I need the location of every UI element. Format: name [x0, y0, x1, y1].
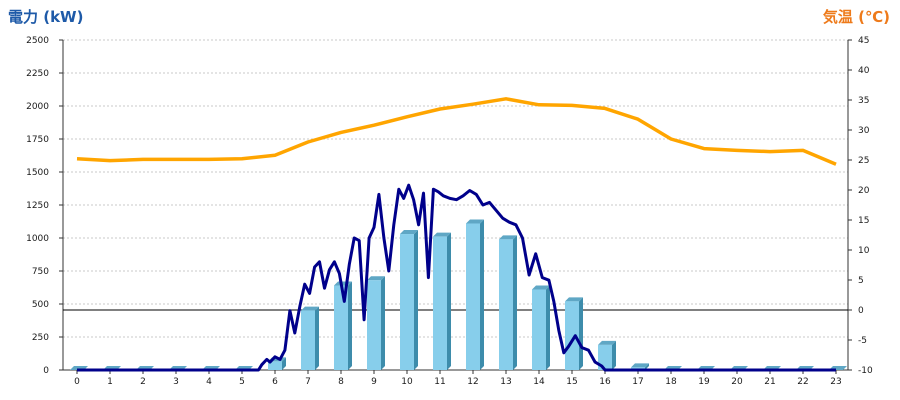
- x-tick-label: 8: [338, 377, 344, 387]
- bar-side: [315, 306, 319, 370]
- x-tick-label: 16: [599, 377, 611, 387]
- bar-side: [645, 363, 649, 370]
- y-left-tick-label: 500: [32, 300, 49, 310]
- x-tick-label: 13: [500, 377, 511, 387]
- y-right-tick-label: 45: [858, 36, 869, 46]
- x-tick-label: 23: [830, 377, 841, 387]
- bar: [367, 276, 385, 370]
- y-left-tick-label: 750: [32, 267, 49, 277]
- x-tick-label: 6: [272, 377, 278, 387]
- bar: [499, 235, 517, 370]
- bar-front: [466, 223, 480, 370]
- y-left-tick-label: 2250: [26, 69, 49, 79]
- bar-front: [532, 289, 546, 370]
- y-right-tick-label: 35: [858, 96, 869, 106]
- bar-side: [414, 230, 418, 370]
- y-right-tick-label: 25: [858, 156, 869, 166]
- y-right-tick-label: 5: [858, 276, 864, 286]
- bar-front: [499, 239, 513, 370]
- y-right-tick-label: 40: [858, 66, 870, 76]
- bar-top: [466, 219, 484, 224]
- bar: [301, 306, 319, 370]
- temperature-line: [76, 97, 837, 166]
- bar-side: [348, 281, 352, 370]
- y-right-tick-label: 10: [858, 246, 870, 256]
- bar-side: [546, 285, 550, 370]
- x-tick-label: 10: [401, 377, 413, 387]
- x-tick-label: 3: [173, 377, 179, 387]
- bar-front: [367, 280, 381, 370]
- bar-front: [565, 301, 579, 370]
- bar-side: [579, 297, 583, 370]
- bar-front: [268, 361, 282, 370]
- bar: [400, 230, 418, 370]
- bar: [466, 219, 484, 370]
- bar-top: [532, 285, 550, 290]
- bar: [565, 297, 583, 370]
- x-tick-label: 19: [698, 377, 710, 387]
- y-right-tick-label: -5: [858, 336, 867, 346]
- bar-top: [367, 276, 385, 281]
- x-tick-label: 15: [566, 377, 577, 387]
- x-tick-label: 7: [305, 377, 311, 387]
- x-tick-label: 4: [206, 377, 212, 387]
- bar-front: [433, 236, 447, 370]
- bar-top: [499, 235, 517, 240]
- bar-front: [400, 234, 414, 370]
- bar-side: [612, 340, 616, 370]
- left-axis-title: 電力 (kW): [8, 8, 84, 26]
- bar-side: [282, 357, 286, 370]
- bar: [334, 281, 352, 370]
- bar: [433, 232, 451, 370]
- bar-series: [70, 219, 847, 370]
- x-tick-label: 18: [665, 377, 677, 387]
- y-right-tick-label: 20: [858, 186, 870, 196]
- bar-top: [598, 340, 616, 345]
- y-left-tick-label: 1000: [26, 234, 49, 244]
- y-right-tick-label: 0: [858, 306, 864, 316]
- bar-top: [631, 363, 649, 368]
- x-tick-label: 1: [107, 377, 113, 387]
- y-left-tick-label: 2000: [26, 102, 49, 112]
- bar-top: [565, 297, 583, 302]
- power-line: [77, 183, 836, 372]
- bar-front: [598, 344, 612, 370]
- y-right-tick-label: 15: [858, 216, 869, 226]
- x-tick-label: 2: [140, 377, 146, 387]
- x-tick-label: 21: [764, 377, 775, 387]
- bar-top: [301, 306, 319, 311]
- bar: [532, 285, 550, 370]
- bar-side: [447, 232, 451, 370]
- y-left-tick-label: 1750: [26, 135, 49, 145]
- y-right-tick-label: -10: [858, 366, 873, 376]
- bar-front: [301, 310, 315, 370]
- y-left-tick-label: 250: [32, 333, 49, 343]
- x-tick-label: 5: [239, 377, 245, 387]
- bar-front: [334, 285, 348, 370]
- bar-side: [513, 235, 517, 370]
- right-axis-title: 気温 (℃): [822, 8, 890, 26]
- bar-side: [480, 219, 484, 370]
- y-left-tick-label: 0: [43, 366, 49, 376]
- bar-top: [433, 232, 451, 237]
- y-left-tick-label: 1250: [26, 201, 49, 211]
- y-left-tick-label: 2500: [26, 36, 49, 46]
- bar-side: [381, 276, 385, 370]
- x-tick-label: 22: [797, 377, 808, 387]
- bar: [598, 340, 616, 370]
- x-tick-label: 12: [467, 377, 478, 387]
- x-tick-label: 9: [371, 377, 377, 387]
- bar-top: [400, 230, 418, 235]
- y-left-tick-label: 1500: [26, 168, 49, 178]
- y-right-tick-label: 30: [858, 126, 870, 136]
- x-tick-label: 20: [731, 377, 743, 387]
- x-tick-label: 11: [434, 377, 445, 387]
- x-tick-label: 17: [632, 377, 643, 387]
- x-tick-label: 14: [533, 377, 545, 387]
- x-tick-label: 0: [74, 377, 80, 387]
